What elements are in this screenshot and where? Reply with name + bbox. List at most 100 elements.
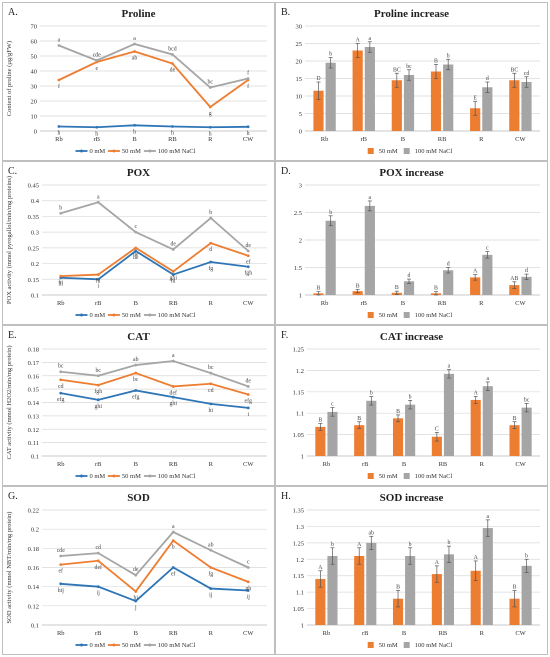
x-tick-label: B	[402, 461, 407, 468]
data-point	[134, 363, 138, 367]
bar	[354, 556, 365, 625]
bar	[431, 436, 442, 456]
significance-letter: b	[59, 205, 62, 211]
chart-title: SOD	[127, 492, 150, 504]
significance-letter: b	[329, 210, 332, 216]
y-tick-label: 0.1	[31, 293, 39, 300]
x-tick-label: CW	[243, 300, 254, 307]
significance-letter: bc	[208, 365, 214, 371]
data-point	[57, 125, 61, 128]
x-tick-label: B	[134, 630, 139, 637]
data-point	[134, 249, 138, 253]
legend-label: 50 mM	[379, 312, 398, 319]
data-point	[246, 589, 250, 592]
data-point	[59, 391, 63, 395]
x-tick-label: B	[401, 136, 406, 143]
x-tick-label: R	[479, 136, 484, 143]
data-point	[133, 123, 136, 127]
y-tick-label: 0.12	[28, 603, 39, 610]
data-point	[246, 254, 250, 258]
significance-letter: efg	[132, 393, 140, 400]
data-point	[96, 273, 100, 276]
significance-letter: a	[369, 36, 372, 42]
significance-letter: B	[396, 585, 400, 591]
significance-letter: b	[447, 53, 450, 59]
x-tick-label: B	[132, 136, 137, 143]
data-point	[96, 398, 100, 402]
significance-letter: h	[171, 131, 174, 137]
significance-letter: hij	[58, 588, 65, 594]
chart-title: Proline	[121, 8, 155, 20]
panel-label: D.	[281, 166, 291, 177]
significance-letter: A	[435, 560, 440, 566]
significance-letter: b	[209, 210, 212, 216]
x-tick-label: R	[479, 300, 484, 307]
significance-letter: B	[434, 59, 438, 65]
data-point	[95, 125, 99, 129]
significance-letter: a	[172, 353, 175, 359]
significance-letter: d	[525, 268, 528, 274]
y-tick-label: 20	[31, 99, 38, 106]
panel-label: B.	[281, 7, 290, 18]
significance-letter: a	[133, 36, 136, 42]
bar	[366, 542, 377, 625]
legend-marker	[112, 643, 116, 647]
significance-letter: ab	[132, 56, 138, 62]
significance-letter: de	[133, 252, 139, 258]
bar	[315, 426, 326, 456]
data-point	[59, 378, 63, 382]
data-point	[59, 554, 63, 558]
data-point	[96, 383, 100, 387]
x-tick-label: RB	[169, 300, 178, 307]
series-line	[60, 360, 249, 388]
significance-letter: f	[58, 83, 60, 90]
chart-title: CAT	[127, 331, 150, 343]
significance-letter: h	[209, 131, 212, 137]
x-tick-label: R	[480, 630, 485, 637]
legend-label: 50 mM	[379, 642, 398, 649]
y-tick-label: 0.13	[28, 413, 39, 420]
data-point	[96, 277, 100, 281]
y-tick-label: 10	[296, 94, 303, 101]
significance-letter: b	[448, 540, 451, 546]
significance-letter: c	[486, 246, 489, 252]
data-point	[171, 530, 175, 534]
data-point	[208, 86, 212, 89]
significance-letter: b	[525, 553, 528, 559]
y-tick-label: 40	[31, 69, 38, 76]
bar	[364, 205, 375, 295]
significance-letter: bc	[58, 364, 64, 370]
y-tick-label: 1.25	[293, 540, 304, 547]
chart-title: POX	[127, 167, 150, 179]
y-tick-label: 3	[299, 183, 302, 190]
y-tick-label: 0	[299, 129, 302, 136]
data-point	[134, 573, 138, 577]
significance-letter: A	[318, 565, 323, 571]
significance-letter: fg	[208, 265, 213, 272]
x-tick-label: rB	[362, 630, 369, 637]
data-point	[171, 566, 175, 569]
significance-letter: A	[474, 391, 479, 397]
significance-letter: ef	[171, 571, 176, 578]
data-point	[246, 566, 250, 569]
chart-svg: D. POX increase 1 1.5 2 2.5 3 Rb rB B RB R CW B B B B A AB…	[281, 166, 540, 319]
panel-label: A.	[8, 7, 18, 18]
y-tick-label: 0.3	[31, 230, 39, 237]
y-tick-label: 1.1	[296, 411, 304, 418]
data-point	[171, 539, 175, 543]
y-tick-label: 20	[296, 59, 303, 66]
bar	[430, 71, 442, 131]
x-tick-label: Rb	[321, 300, 329, 307]
legend-marker	[112, 474, 116, 478]
series-line	[60, 372, 249, 396]
y-tick-label: 0.14	[28, 584, 40, 591]
x-tick-label: CW	[515, 630, 526, 637]
y-tick-label: 0.4	[31, 198, 40, 205]
significance-letter: de	[133, 255, 139, 261]
data-point	[96, 585, 100, 589]
y-tick-label: 0.11	[28, 440, 39, 447]
data-point	[246, 125, 250, 129]
significance-letter: bcd	[168, 47, 176, 53]
significance-letter: b	[409, 542, 412, 548]
